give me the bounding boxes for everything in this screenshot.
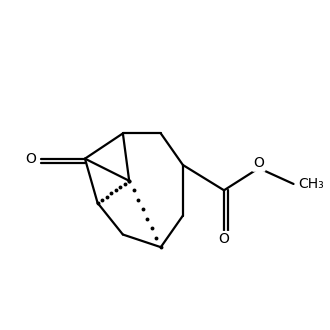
Text: O: O <box>218 232 229 246</box>
Text: O: O <box>253 156 264 170</box>
Text: O: O <box>25 152 36 166</box>
Text: CH₃: CH₃ <box>298 177 324 191</box>
